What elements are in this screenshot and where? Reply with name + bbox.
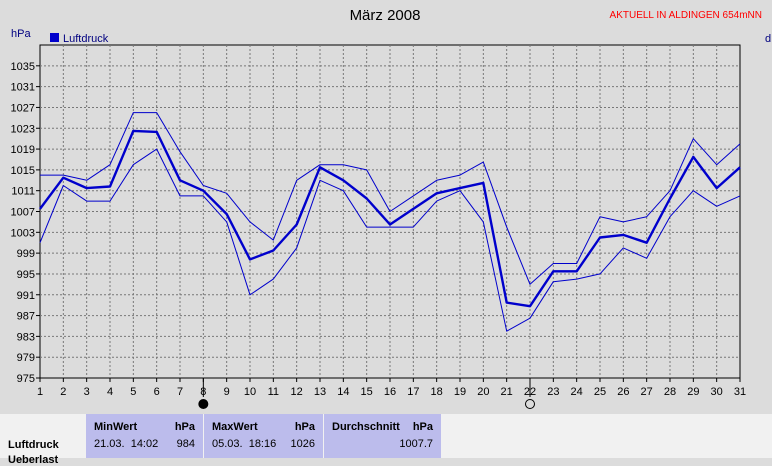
x-tick-label: 10 bbox=[244, 386, 256, 398]
summary-row-label: Luftdruck bbox=[8, 439, 59, 451]
series-line-min bbox=[39, 148, 741, 332]
x-tick-label: 21 bbox=[501, 386, 513, 398]
x-tick-label: 11 bbox=[268, 386, 279, 398]
min-unit: hPa bbox=[174, 421, 195, 433]
y-tick-label: 1023 bbox=[11, 123, 35, 135]
series-line-max bbox=[40, 112, 741, 285]
max-value: 1026 bbox=[290, 438, 315, 450]
max-cell: MaxWert hPa 05.03. 18:16 1026 bbox=[204, 414, 324, 458]
min-value: 984 bbox=[176, 438, 195, 450]
moon-phase-markers bbox=[198, 378, 535, 409]
y-axis-unit: hPa bbox=[11, 28, 31, 40]
max-unit: hPa bbox=[294, 421, 315, 433]
series-lines bbox=[39, 112, 741, 332]
y-axis-unit-right: d bbox=[765, 33, 771, 45]
y-axis-ticks: 975 979 983 987 991 995 999 1003 1007 1011 1015 101… bbox=[11, 61, 40, 385]
x-tick-label: 19 bbox=[454, 386, 466, 398]
x-tick-label: 31 bbox=[734, 386, 746, 398]
x-tick-label: 15 bbox=[361, 386, 373, 398]
avg-value: 1007.7 bbox=[399, 438, 433, 450]
min-cell: MinWert hPa 21.03. 14:02 984 bbox=[86, 414, 204, 458]
y-tick-label: 991 bbox=[17, 290, 35, 302]
x-tick-label: 16 bbox=[384, 386, 396, 398]
x-tick-label: 28 bbox=[664, 386, 676, 398]
x-tick-label: 26 bbox=[617, 386, 629, 398]
y-tick-label: 987 bbox=[17, 311, 35, 323]
x-tick-label: 29 bbox=[687, 386, 699, 398]
max-time: 05.03. 18:16 bbox=[212, 438, 277, 450]
station-label: AKTUELL IN ALDINGEN 654mNN bbox=[610, 10, 762, 21]
x-tick-label: 12 bbox=[291, 386, 303, 398]
x-tick-label: 24 bbox=[571, 386, 583, 398]
series-line-mean bbox=[39, 129, 741, 308]
x-tick-label: 5 bbox=[130, 386, 136, 398]
x-tick-label: 2 bbox=[60, 386, 66, 398]
legend-swatch bbox=[50, 33, 59, 42]
y-tick-label: 979 bbox=[17, 352, 35, 364]
y-tick-label: 1003 bbox=[11, 227, 35, 239]
new-moon-icon bbox=[198, 399, 209, 409]
pressure-chart: 9759799839879919959991003100710111015101… bbox=[10, 7, 772, 409]
avg-unit: hPa bbox=[412, 421, 433, 433]
y-tick-label: 1011 bbox=[11, 186, 35, 198]
chart-title: März 2008 bbox=[350, 7, 421, 24]
avg-header: Durchschnitt bbox=[332, 421, 400, 433]
legend-label: Luftdruck bbox=[63, 33, 109, 45]
full-moon-icon bbox=[525, 399, 535, 409]
x-tick-label: 25 bbox=[594, 386, 606, 398]
max-header: MaxWert bbox=[212, 421, 258, 433]
x-tick-label: 13 bbox=[314, 386, 326, 398]
y-tick-label: 1007 bbox=[11, 207, 35, 219]
y-tick-label: 1027 bbox=[11, 102, 35, 114]
x-tick-label: 27 bbox=[641, 386, 653, 398]
x-tick-label: 20 bbox=[477, 386, 489, 398]
y-tick-label: 1035 bbox=[11, 61, 35, 73]
x-tick-label: 17 bbox=[407, 386, 419, 398]
y-tick-label: 995 bbox=[17, 269, 35, 281]
y-tick-label: 1031 bbox=[11, 82, 35, 94]
x-tick-label: 18 bbox=[431, 386, 443, 398]
x-tick-label: 6 bbox=[154, 386, 160, 398]
y-tick-label: 999 bbox=[17, 248, 35, 260]
x-tick-label: 9 bbox=[224, 386, 230, 398]
x-tick-label: 1 bbox=[37, 386, 43, 398]
avg-cell: Durchschnitt hPa 1007.7 bbox=[324, 414, 442, 458]
y-tick-label: 1015 bbox=[11, 165, 35, 177]
y-tick-label: 983 bbox=[17, 331, 35, 343]
x-tick-label: 30 bbox=[711, 386, 723, 398]
x-tick-label: 3 bbox=[84, 386, 90, 398]
min-header: MinWert bbox=[94, 421, 138, 433]
x-tick-label: 14 bbox=[337, 386, 349, 398]
min-time: 21.03. 14:02 bbox=[94, 438, 159, 450]
x-tick-label: 4 bbox=[107, 386, 113, 398]
x-tick-label: 7 bbox=[177, 386, 183, 398]
y-tick-label: 975 bbox=[17, 373, 35, 385]
y-tick-label: 1019 bbox=[11, 144, 35, 156]
x-axis-ticks: 1234567891011121314151617181920212223242… bbox=[37, 378, 746, 398]
summary-row-label-2: Ueberlast bbox=[8, 454, 59, 466]
x-tick-label: 23 bbox=[547, 386, 559, 398]
